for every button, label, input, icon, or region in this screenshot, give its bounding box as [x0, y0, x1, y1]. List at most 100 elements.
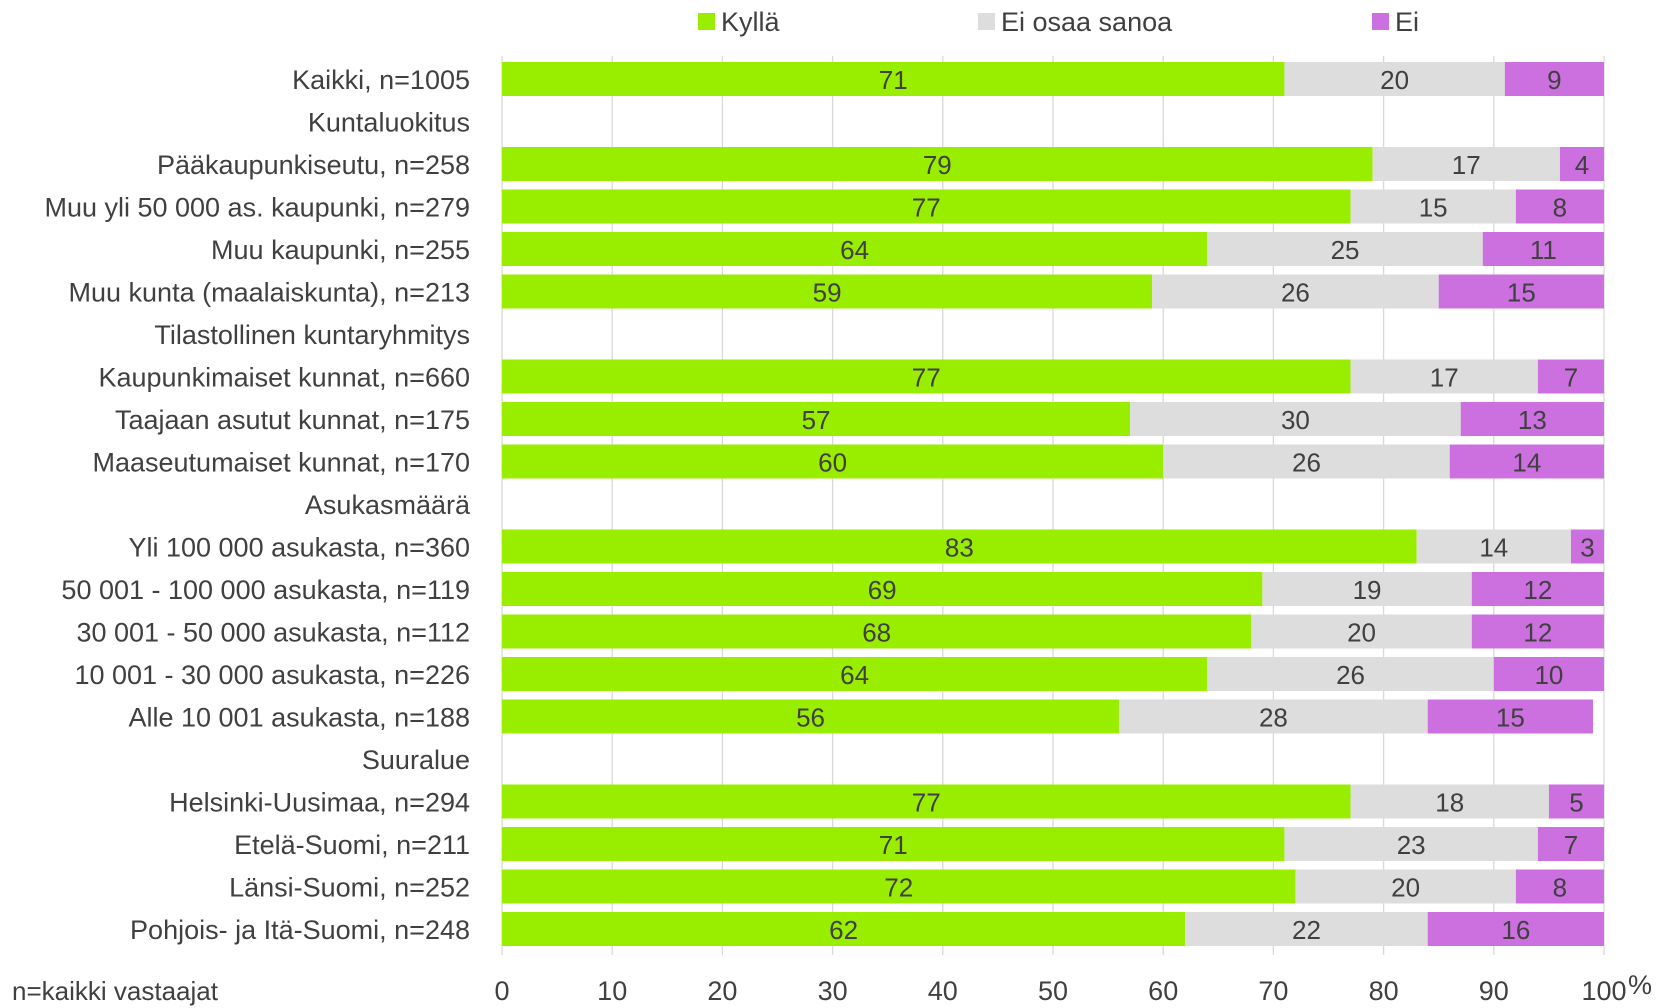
data-label: 15 [1507, 278, 1536, 308]
category-label: Länsi-Suomi, n=252 [229, 873, 470, 903]
bar-segment [502, 869, 1296, 904]
data-label: 64 [840, 235, 869, 265]
data-label: 83 [945, 533, 974, 563]
bar-segment [1262, 572, 1472, 606]
legend-swatch [978, 13, 995, 30]
data-label: 71 [879, 65, 908, 95]
x-unit-label: % [1628, 970, 1652, 1000]
category-label: Taajaan asutut kunnat, n=175 [115, 405, 470, 435]
category-label: Asukasmäärä [305, 490, 471, 520]
bar-segment [502, 529, 1417, 564]
bar-segment [1350, 359, 1538, 394]
data-label: 60 [818, 448, 847, 478]
data-label: 14 [1512, 448, 1541, 478]
bar-segment [1130, 402, 1461, 436]
bar-segment [1372, 147, 1560, 181]
bar-segment [502, 147, 1373, 181]
x-tick-label: 10 [597, 976, 627, 1006]
bar-segment [502, 699, 1120, 734]
bar-segment [1537, 827, 1604, 861]
category-label: Alle 10 001 asukasta, n=188 [128, 703, 470, 733]
bar-segment [502, 274, 1153, 309]
bar-segment [1284, 62, 1505, 96]
bar-segment [1493, 657, 1604, 691]
data-label: 22 [1292, 915, 1321, 945]
data-label: 20 [1347, 618, 1376, 648]
data-label: 12 [1523, 618, 1552, 648]
bar-segment [1119, 699, 1428, 734]
data-label: 79 [923, 150, 952, 180]
bar-segment [502, 402, 1131, 436]
bar-segment [502, 784, 1351, 819]
bar-segment [502, 912, 1186, 946]
data-label: 23 [1397, 830, 1426, 860]
bar-segment [1460, 402, 1604, 436]
data-label: 5 [1569, 788, 1583, 818]
data-label: 72 [884, 873, 913, 903]
category-label: Kuntaluokitus [308, 108, 470, 138]
bar-segment [1295, 869, 1516, 904]
x-tick-label: 0 [494, 976, 509, 1006]
bar-segment [1559, 147, 1604, 181]
footnote: n=kaikki vastaajat [12, 976, 219, 1006]
category-label: Pohjois- ja Itä-Suomi, n=248 [130, 915, 470, 945]
data-label: 7 [1564, 830, 1578, 860]
x-tick-label: 60 [1148, 976, 1178, 1006]
bar-segment [1504, 62, 1604, 96]
data-label: 16 [1501, 915, 1530, 945]
bar-segment [1284, 827, 1538, 861]
bar-segment [1515, 189, 1604, 224]
bar-segment [1152, 274, 1439, 309]
bar-segment [1438, 274, 1604, 309]
data-label: 62 [829, 915, 858, 945]
data-label: 57 [802, 405, 831, 435]
data-label: 71 [879, 830, 908, 860]
bar-segment [1427, 912, 1604, 946]
data-label: 12 [1523, 575, 1552, 605]
x-tick-label: 30 [818, 976, 848, 1006]
bar-segment [1427, 699, 1593, 734]
data-label: 17 [1452, 150, 1481, 180]
bar-segment [1537, 359, 1604, 394]
x-tick-label: 40 [928, 976, 958, 1006]
category-labels: Kaikki, n=1005 Kuntaluokitus Pääkaupunkise… [44, 65, 471, 945]
bar-segment [502, 572, 1263, 606]
bar-segment [502, 359, 1351, 394]
bar-segment [502, 657, 1208, 691]
data-label: 68 [862, 618, 891, 648]
bar-segment [502, 614, 1252, 649]
data-label: 4 [1575, 150, 1589, 180]
legend-swatch [1372, 13, 1389, 30]
category-label: Tilastollinen kuntaryhmitys [154, 320, 470, 350]
data-label: 14 [1479, 533, 1508, 563]
category-label: Muu kunta (maalaiskunta), n=213 [69, 278, 470, 308]
data-label: 77 [912, 193, 941, 223]
category-label: 10 001 - 30 000 asukasta, n=226 [74, 660, 470, 690]
bar-segment [1449, 444, 1604, 479]
x-tick-label: 100 [1581, 976, 1626, 1006]
data-label: 15 [1419, 193, 1448, 223]
category-label: Suuralue [362, 745, 470, 775]
x-tick-label: 90 [1479, 976, 1509, 1006]
category-label: Yli 100 000 asukasta, n=360 [128, 533, 470, 563]
data-label: 17 [1430, 363, 1459, 393]
data-label: 20 [1380, 65, 1409, 95]
data-label: 10 [1534, 660, 1563, 690]
category-label: Muu kaupunki, n=255 [211, 235, 470, 265]
bar-segment [1482, 232, 1604, 266]
bar-segment [1471, 614, 1604, 649]
x-tick-label: 50 [1038, 976, 1068, 1006]
bar-segment [1416, 529, 1571, 564]
category-label: Pääkaupunkiseutu, n=258 [157, 150, 470, 180]
x-tick-label: 20 [707, 976, 737, 1006]
data-label: 26 [1336, 660, 1365, 690]
data-label: 69 [868, 575, 897, 605]
bar-segment [502, 827, 1285, 861]
category-label: Helsinki-Uusimaa, n=294 [169, 788, 470, 818]
category-label: 30 001 - 50 000 asukasta, n=112 [76, 618, 470, 648]
data-label: 7 [1564, 363, 1578, 393]
legend-label: Ei [1395, 7, 1419, 37]
legend-swatch [698, 13, 715, 30]
category-label: Maaseutumaiset kunnat, n=170 [93, 448, 471, 478]
